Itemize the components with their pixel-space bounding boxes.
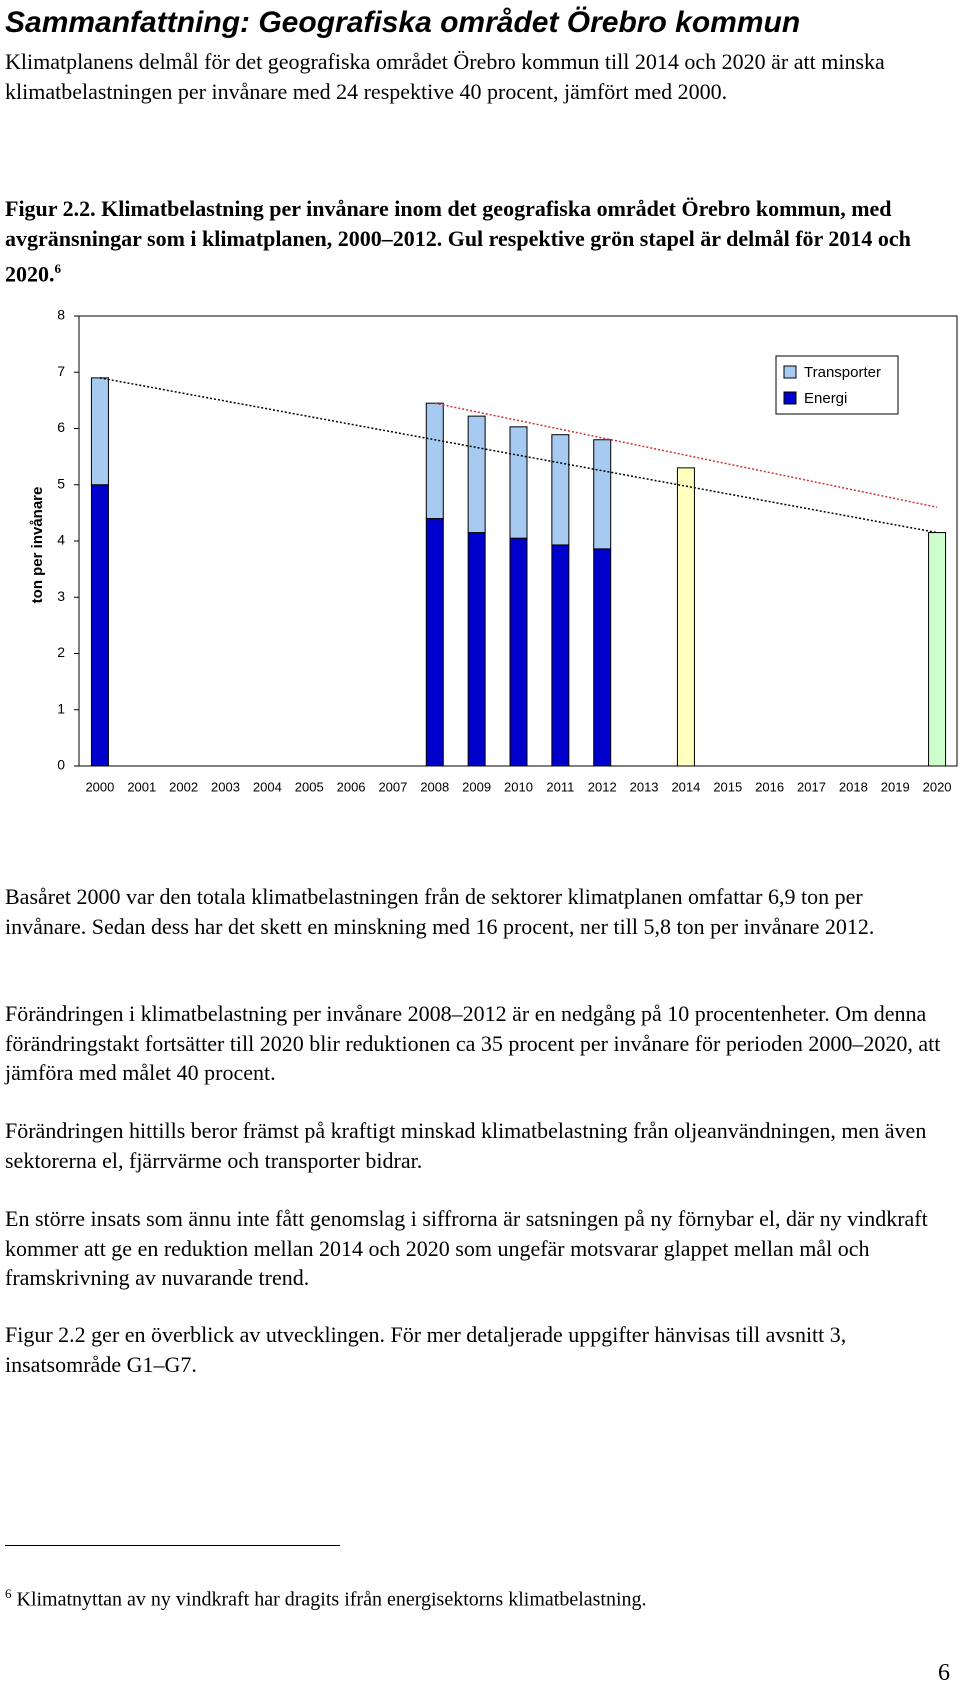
bar xyxy=(593,439,612,550)
x-tick-label: 2004 xyxy=(253,779,282,794)
legend-swatch xyxy=(783,391,797,405)
caption-text: Figur 2.2. Klimatbelastning per invånare… xyxy=(5,196,911,287)
y-tick-label: 2 xyxy=(57,644,65,660)
bar xyxy=(509,537,528,767)
chart: ton per invånare 0 1 2 3 4 5 6 7 8 2000 2001 2002 20… xyxy=(29,307,958,794)
bar xyxy=(509,426,528,539)
bar xyxy=(467,532,486,767)
bar xyxy=(551,434,570,546)
y-tick-label: 6 xyxy=(57,419,65,435)
x-tick-label: 2008 xyxy=(420,779,449,794)
x-tick-label: 2006 xyxy=(337,779,366,794)
x-tick-label: 2002 xyxy=(169,779,198,794)
x-tick-label: 2000 xyxy=(85,779,114,794)
y-axis-label: ton per invånare xyxy=(29,487,46,604)
footnote-marker: 6 xyxy=(5,1586,12,1601)
x-tick-label: 2020 xyxy=(923,779,952,794)
x-tick-label: 2003 xyxy=(211,779,240,794)
footnote-rule xyxy=(5,1545,340,1546)
x-tick-label: 2011 xyxy=(546,779,574,794)
bar xyxy=(425,518,444,767)
x-tick-label: 2009 xyxy=(462,779,491,794)
legend-swatch xyxy=(783,365,797,379)
x-tick-label: 2005 xyxy=(295,779,324,794)
x-tick-label: 2007 xyxy=(378,779,407,794)
page-number: 6 xyxy=(938,1660,950,1686)
y-tick-label: 1 xyxy=(57,700,65,716)
footnote-ref: 6 xyxy=(54,261,62,276)
y-tick-label: 5 xyxy=(57,475,65,491)
bar xyxy=(593,548,612,767)
trend-line xyxy=(434,402,938,508)
x-tick-label: 2019 xyxy=(881,779,910,794)
x-tick-label: 2014 xyxy=(671,779,700,794)
paragraph: Förändringen i klimatbelastning per invå… xyxy=(5,1001,941,1085)
y-tick-label: 3 xyxy=(57,588,65,604)
x-tick-label: 2017 xyxy=(797,779,826,794)
x-tick-label: 2012 xyxy=(588,779,617,794)
bar xyxy=(90,377,109,486)
trend-line xyxy=(99,377,938,534)
bar xyxy=(676,467,695,767)
x-tick-label: 2018 xyxy=(839,779,868,794)
paragraph: En större insats som ännu inte fått geno… xyxy=(5,1206,928,1290)
paragraph: Basåret 2000 var den totala klimatbelast… xyxy=(5,884,875,939)
y-tick-label: 7 xyxy=(57,363,65,379)
bar xyxy=(467,415,486,534)
paragraph: Förändringen hittills beror främst på kr… xyxy=(5,1118,927,1173)
bar xyxy=(928,532,947,767)
footnote: 6 Klimatnyttan av ny vindkraft har dragi… xyxy=(5,1586,647,1612)
y-tick-label: 4 xyxy=(57,532,65,548)
bar xyxy=(551,544,570,767)
bar xyxy=(425,402,444,519)
x-tick-label: 2010 xyxy=(504,779,533,794)
paragraph: Klimatplanens delmål för det geografiska… xyxy=(5,49,885,104)
heading: Sammanfattning: Geografiska området Öreb… xyxy=(5,6,801,39)
x-tick-label: 2015 xyxy=(713,779,742,794)
x-tick-label: 2001 xyxy=(127,779,156,794)
footnote-text: Klimatnyttan av ny vindkraft har dragits… xyxy=(16,1588,647,1611)
paragraph: Figur 2.2 ger en överblick av utveckling… xyxy=(5,1322,847,1377)
bar xyxy=(90,484,109,767)
legend-label: Energi xyxy=(804,390,847,407)
y-tick-label: 0 xyxy=(57,757,65,773)
y-tick-label: 8 xyxy=(57,307,65,323)
x-tick-label: 2016 xyxy=(755,779,784,794)
figure-caption: Figur 2.2. Klimatbelastning per invånare… xyxy=(5,194,935,289)
x-tick-label: 2013 xyxy=(630,779,659,794)
legend-label: Transporter xyxy=(804,364,881,381)
